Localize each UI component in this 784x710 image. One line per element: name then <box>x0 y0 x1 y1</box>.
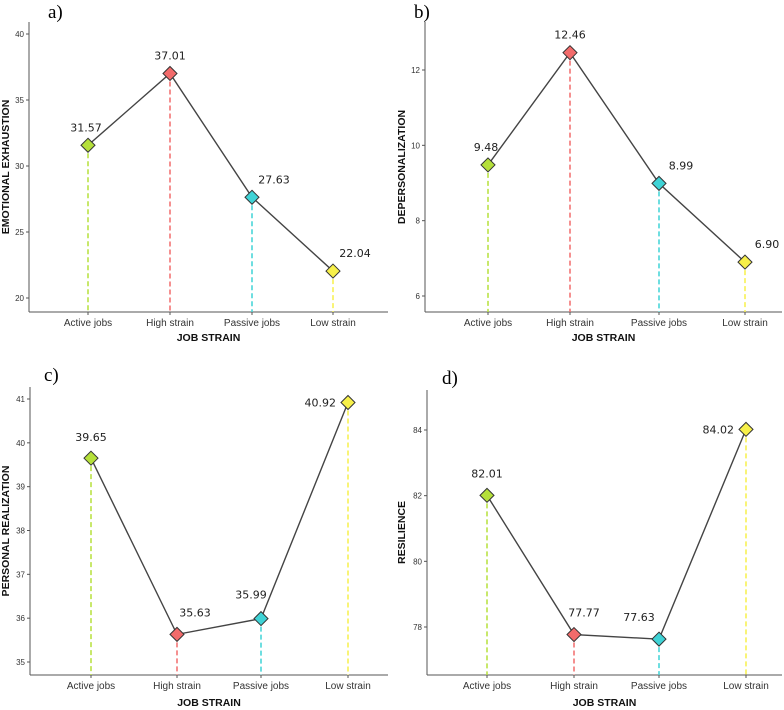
y-tick-label: 36 <box>16 614 25 623</box>
x-tick-label: Low strain <box>723 681 769 692</box>
y-axis-title: RESILIENCE <box>396 501 408 564</box>
y-tick-label: 20 <box>15 294 24 303</box>
x-tick-label: Passive jobs <box>224 318 280 329</box>
x-tick-label: Active jobs <box>64 318 112 329</box>
y-tick-label: 35 <box>16 658 25 667</box>
y-tick-label: 6 <box>416 292 421 301</box>
y-tick-label: 78 <box>413 623 422 632</box>
y-tick-label: 40 <box>16 439 25 448</box>
x-axis-title: JOB STRAIN <box>177 332 241 344</box>
data-label: 84.02 <box>703 423 735 436</box>
data-point-marker <box>737 254 753 270</box>
data-label: 39.65 <box>75 431 107 444</box>
data-label: 37.01 <box>154 49 186 62</box>
data-point-marker <box>651 631 667 647</box>
y-tick-label: 80 <box>413 557 422 566</box>
y-tick-label: 82 <box>413 492 422 501</box>
data-point-marker <box>244 189 260 205</box>
data-point-marker <box>566 626 582 643</box>
data-point-marker <box>480 157 496 173</box>
x-axis-title: JOB STRAIN <box>572 332 636 344</box>
data-label: 27.63 <box>258 173 290 186</box>
x-tick-label: High strain <box>153 681 201 692</box>
x-tick-label: Active jobs <box>464 318 512 329</box>
data-label: 35.99 <box>235 589 267 602</box>
x-tick-label: Low strain <box>325 681 371 692</box>
data-label: 82.01 <box>471 467 503 480</box>
data-point-marker <box>80 137 96 153</box>
data-point-marker <box>169 626 185 643</box>
data-label: 40.92 <box>305 397 337 410</box>
x-tick-label: Low strain <box>310 318 356 329</box>
x-tick-label: High strain <box>546 318 594 329</box>
series-line <box>487 51 746 263</box>
y-tick-label: 25 <box>15 228 24 237</box>
data-point-marker <box>253 610 269 627</box>
y-tick-label: 12 <box>411 66 420 75</box>
y-axis-title: PERSONAL REALIZATION <box>0 466 12 597</box>
data-point-marker <box>651 175 667 192</box>
panel-label: a) <box>48 2 63 23</box>
y-tick-label: 35 <box>15 96 24 105</box>
data-label: 77.63 <box>623 611 655 624</box>
data-point-marker <box>562 44 578 61</box>
data-point-marker <box>340 394 356 411</box>
data-label: 6.90 <box>755 238 780 251</box>
y-tick-label: 41 <box>16 395 25 404</box>
data-point-marker <box>325 263 341 279</box>
x-axis-title: JOB STRAIN <box>177 697 241 709</box>
data-label: 35.63 <box>179 606 211 619</box>
data-point-marker <box>479 487 495 504</box>
panel-d: d) 78 80 82 84 RESILIENCE JOB STRAIN Active job… <box>396 368 782 709</box>
y-tick-label: 8 <box>416 217 421 226</box>
x-tick-label: Active jobs <box>67 681 115 692</box>
y-tick-label: 84 <box>413 426 422 435</box>
x-tick-label: Low strain <box>722 318 768 329</box>
panel-b: b) 6 8 10 12 DEPERSONALIZATION JOB STRAIN Activ… <box>396 2 782 344</box>
y-axis-title: DEPERSONALIZATION <box>396 110 408 224</box>
x-tick-label: Passive jobs <box>631 681 687 692</box>
x-tick-label: High strain <box>550 681 598 692</box>
x-tick-label: Active jobs <box>463 681 511 692</box>
x-axis-title: JOB STRAIN <box>573 697 637 709</box>
panel-a: a) 20 25 30 35 40 EMOTIONAL EXHAUSTION JOB STRA… <box>0 2 388 344</box>
data-label: 8.99 <box>669 159 694 172</box>
y-axis-title: EMOTIONAL EXHAUSTION <box>0 100 12 235</box>
data-label: 77.77 <box>568 607 600 620</box>
x-tick-label: Passive jobs <box>631 318 687 329</box>
data-point-marker <box>83 450 99 466</box>
panel-c: c) 35 36 37 38 39 40 41 PERSONAL REALIZATION JOB … <box>0 365 388 709</box>
data-label: 31.57 <box>70 121 102 134</box>
series-line <box>486 429 747 640</box>
series-line <box>87 72 334 272</box>
panel-label: c) <box>44 365 59 386</box>
data-point-marker <box>162 65 178 82</box>
data-label: 12.46 <box>554 29 586 42</box>
y-tick-label: 30 <box>15 162 24 171</box>
y-tick-label: 37 <box>16 570 25 579</box>
y-tick-label: 10 <box>411 141 420 150</box>
y-tick-label: 39 <box>16 483 25 492</box>
data-label: 9.48 <box>474 141 499 154</box>
panel-label: d) <box>442 368 458 389</box>
panel-label: b) <box>414 2 430 23</box>
y-tick-label: 40 <box>15 30 24 39</box>
x-tick-label: High strain <box>146 318 194 329</box>
data-label: 22.04 <box>339 247 371 260</box>
y-tick-label: 38 <box>16 527 25 536</box>
data-point-marker <box>738 421 754 438</box>
x-tick-label: Passive jobs <box>233 681 289 692</box>
series-line <box>90 402 349 636</box>
